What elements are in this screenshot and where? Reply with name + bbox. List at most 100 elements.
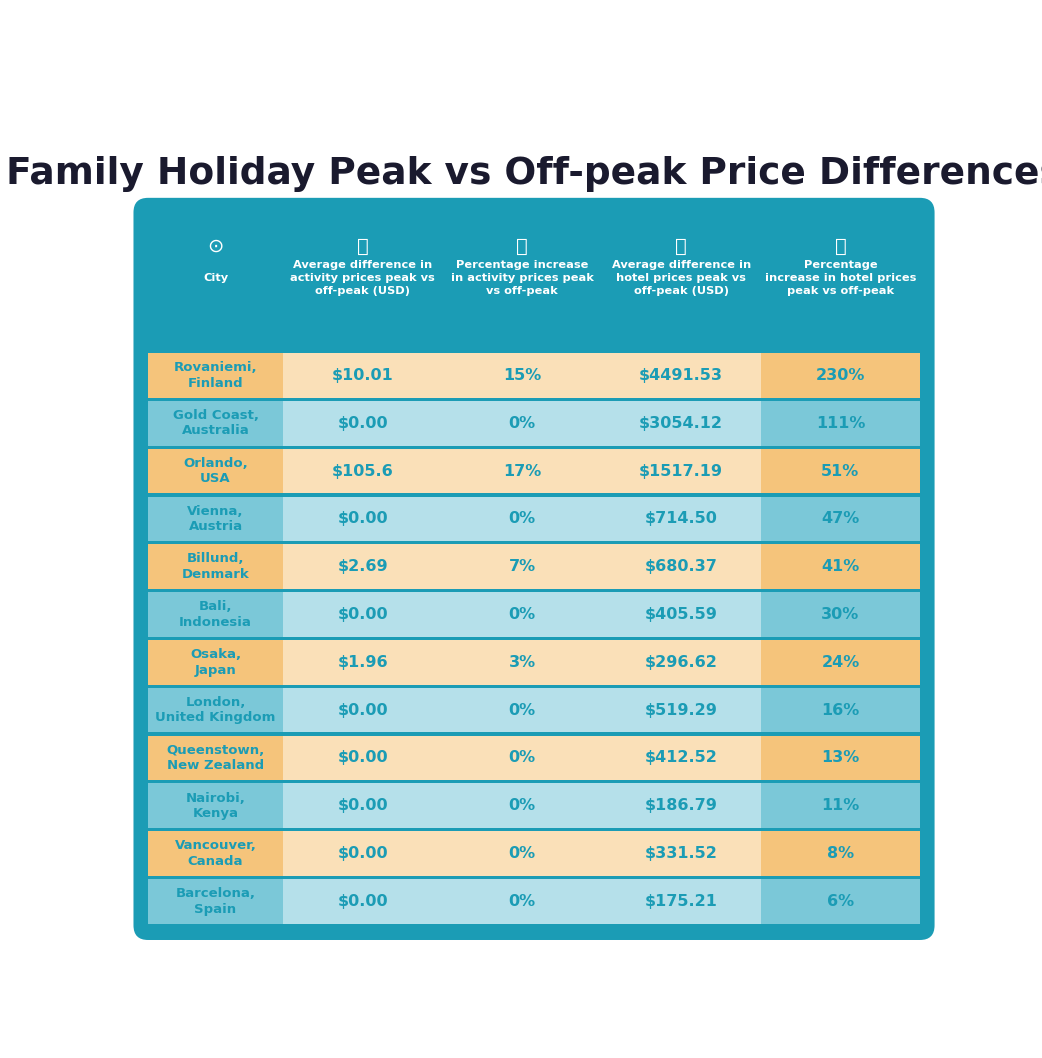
Text: 30%: 30% xyxy=(821,607,860,622)
Text: 0%: 0% xyxy=(508,607,536,622)
Bar xyxy=(601,640,761,685)
Bar xyxy=(761,832,920,876)
Text: $714.50: $714.50 xyxy=(645,511,718,527)
Text: Average difference in
hotel prices peak vs
off-peak (USD): Average difference in hotel prices peak … xyxy=(612,260,751,296)
Bar xyxy=(283,735,442,780)
Text: Gold Coast,
Australia: Gold Coast, Australia xyxy=(173,409,258,437)
Bar xyxy=(442,545,601,589)
Text: $412.52: $412.52 xyxy=(645,750,718,765)
Text: 41%: 41% xyxy=(821,560,860,574)
Bar xyxy=(283,353,442,398)
Bar xyxy=(283,832,442,876)
Bar xyxy=(283,545,442,589)
Bar xyxy=(761,353,920,398)
Text: 8%: 8% xyxy=(827,846,854,861)
Bar xyxy=(761,735,920,780)
Text: City: City xyxy=(203,273,228,282)
Text: ⊙: ⊙ xyxy=(207,237,224,256)
Bar xyxy=(148,401,283,445)
Text: $680.37: $680.37 xyxy=(645,560,718,574)
Bar xyxy=(601,353,761,398)
Bar xyxy=(601,449,761,493)
Bar xyxy=(761,496,920,541)
Text: Family Holiday Peak vs Off-peak Price Differences: Family Holiday Peak vs Off-peak Price Di… xyxy=(6,157,1042,193)
Text: $0.00: $0.00 xyxy=(338,799,388,814)
Bar xyxy=(148,449,283,493)
Bar xyxy=(601,688,761,732)
Text: 🎟: 🎟 xyxy=(516,237,528,256)
Bar xyxy=(442,784,601,828)
Bar xyxy=(283,401,442,445)
Text: 🏨: 🏨 xyxy=(835,237,846,256)
Bar xyxy=(601,592,761,637)
Text: 24%: 24% xyxy=(821,655,860,670)
Bar xyxy=(761,784,920,828)
Bar xyxy=(283,592,442,637)
Bar xyxy=(442,496,601,541)
Text: 16%: 16% xyxy=(821,703,860,717)
Text: $186.79: $186.79 xyxy=(645,799,718,814)
Text: $0.00: $0.00 xyxy=(338,703,388,717)
Text: $0.00: $0.00 xyxy=(338,846,388,861)
Text: 🏨: 🏨 xyxy=(675,237,687,256)
Bar xyxy=(283,688,442,732)
Text: Vienna,
Austria: Vienna, Austria xyxy=(188,505,244,533)
Text: 51%: 51% xyxy=(821,463,860,478)
Text: Osaka,
Japan: Osaka, Japan xyxy=(190,649,241,676)
Bar xyxy=(761,879,920,924)
Bar xyxy=(601,545,761,589)
Text: $105.6: $105.6 xyxy=(331,463,394,478)
Bar xyxy=(761,449,920,493)
Bar xyxy=(148,688,283,732)
Bar xyxy=(761,688,920,732)
Bar xyxy=(283,496,442,541)
Bar xyxy=(601,735,761,780)
Bar xyxy=(761,545,920,589)
Bar xyxy=(442,401,601,445)
Text: $1.96: $1.96 xyxy=(338,655,388,670)
Bar xyxy=(148,353,283,398)
Bar xyxy=(601,784,761,828)
Text: Percentage
increase in hotel prices
peak vs off-peak: Percentage increase in hotel prices peak… xyxy=(765,260,916,296)
Text: $331.52: $331.52 xyxy=(645,846,718,861)
Bar xyxy=(283,784,442,828)
Text: 3%: 3% xyxy=(508,655,536,670)
Bar xyxy=(442,832,601,876)
Bar xyxy=(601,401,761,445)
Text: 7%: 7% xyxy=(508,560,536,574)
Bar xyxy=(761,401,920,445)
Bar xyxy=(148,640,283,685)
Text: 230%: 230% xyxy=(816,368,865,383)
Bar xyxy=(442,449,601,493)
Bar xyxy=(442,688,601,732)
Text: London,
United Kingdom: London, United Kingdom xyxy=(155,696,276,725)
Bar xyxy=(148,832,283,876)
Text: $1517.19: $1517.19 xyxy=(639,463,723,478)
Text: Bali,
Indonesia: Bali, Indonesia xyxy=(179,600,252,628)
Text: 🎫: 🎫 xyxy=(356,237,369,256)
Text: $296.62: $296.62 xyxy=(645,655,718,670)
Text: 11%: 11% xyxy=(821,799,860,814)
Bar xyxy=(283,449,442,493)
Text: 0%: 0% xyxy=(508,703,536,717)
Bar xyxy=(148,784,283,828)
Text: $3054.12: $3054.12 xyxy=(639,416,723,431)
Text: Nairobi,
Kenya: Nairobi, Kenya xyxy=(185,791,246,820)
Bar xyxy=(601,879,761,924)
Bar xyxy=(442,592,601,637)
Bar xyxy=(148,496,283,541)
Bar xyxy=(761,640,920,685)
Text: 0%: 0% xyxy=(508,750,536,765)
Text: $175.21: $175.21 xyxy=(645,894,718,909)
Text: $10.01: $10.01 xyxy=(331,368,394,383)
Bar xyxy=(442,353,601,398)
Text: $4491.53: $4491.53 xyxy=(639,368,723,383)
Text: $0.00: $0.00 xyxy=(338,750,388,765)
Text: Barcelona,
Spain: Barcelona, Spain xyxy=(175,888,255,915)
Bar xyxy=(148,592,283,637)
Bar xyxy=(601,496,761,541)
Text: 0%: 0% xyxy=(508,799,536,814)
Text: 13%: 13% xyxy=(821,750,860,765)
Text: Average difference in
activity prices peak vs
off-peak (USD): Average difference in activity prices pe… xyxy=(291,260,436,296)
Bar xyxy=(601,832,761,876)
